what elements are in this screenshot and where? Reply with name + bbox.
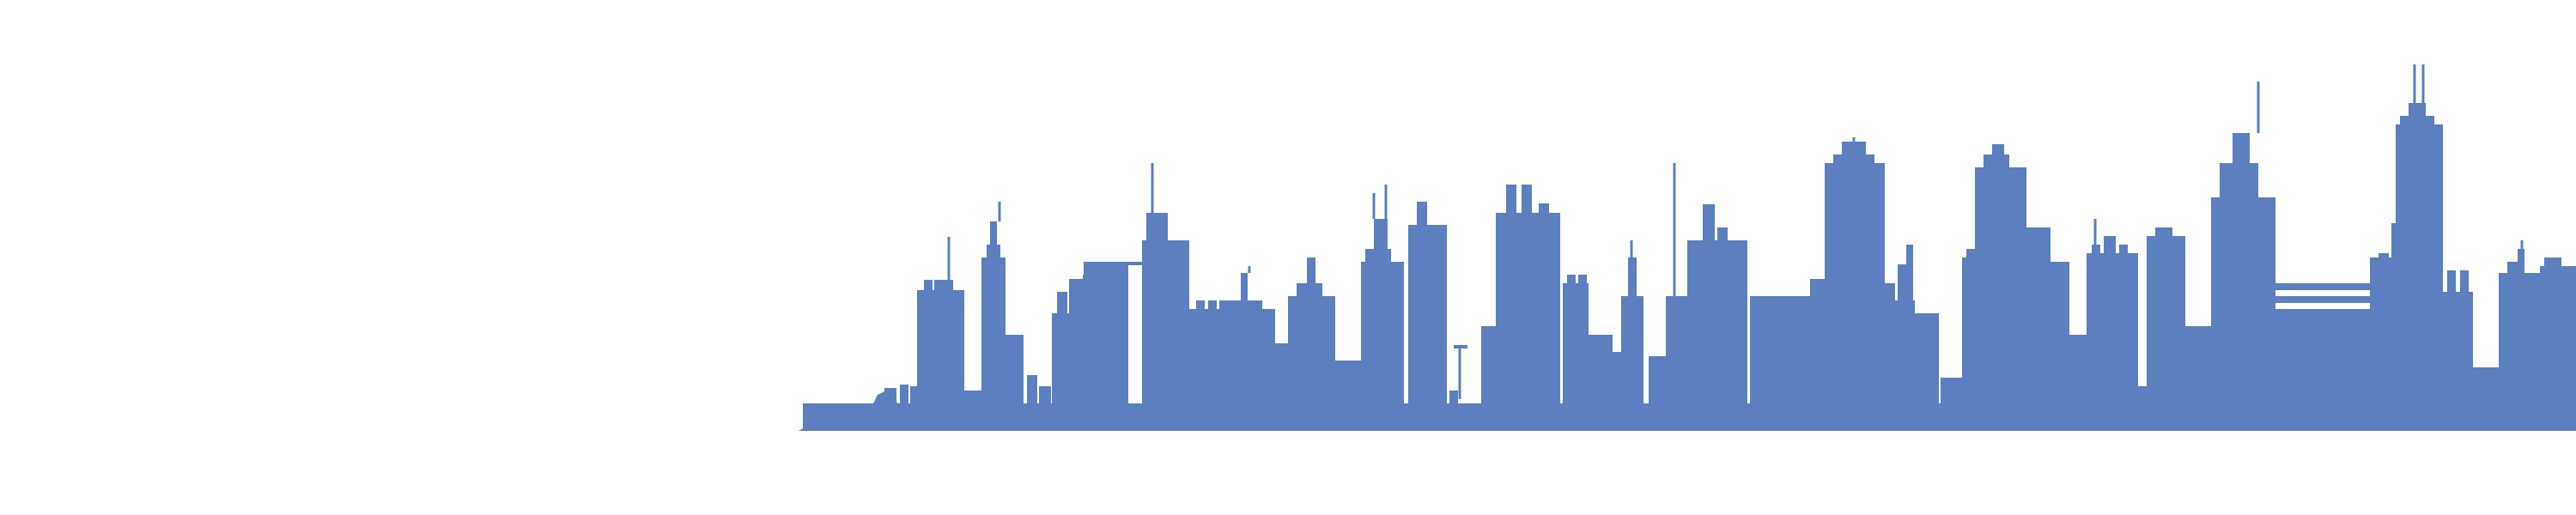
building-crown (1842, 142, 1866, 164)
low-building (1335, 360, 1361, 431)
low-building (964, 391, 981, 431)
mid-building (2443, 292, 2473, 431)
tower (1408, 225, 1447, 431)
building-crown (1717, 227, 1728, 241)
spire-tower (981, 258, 1005, 431)
building-crown (1522, 185, 1532, 214)
low-building (2185, 326, 2215, 431)
tall-tower (1142, 240, 1189, 431)
building-crown (1417, 202, 1427, 226)
skyline-shapes (799, 64, 2576, 431)
building-crown (990, 221, 997, 258)
building-crown (2233, 133, 2250, 198)
building-crown (2409, 103, 2426, 125)
building-crown (1567, 275, 1576, 284)
building-crown (2155, 227, 2172, 237)
lamp-head (1454, 345, 1467, 348)
low-building (2138, 386, 2148, 431)
low-building (1941, 378, 1965, 431)
building-crown (1898, 264, 1906, 301)
tall-tower (1825, 163, 1885, 431)
narrow-tower (1621, 296, 1643, 431)
building-crown (1241, 273, 1248, 301)
building-crown (1628, 258, 1637, 297)
low-building (1481, 326, 1498, 431)
building-crown (1906, 245, 1913, 301)
mid-building (1666, 296, 1688, 431)
building-crown (2460, 270, 2469, 293)
building-crown (2379, 253, 2389, 258)
building-crown (1966, 249, 1975, 258)
tower (2540, 266, 2576, 431)
mid-building (1189, 309, 1224, 431)
tower (2087, 253, 2138, 431)
tallest-tower (2396, 124, 2443, 431)
wide-building (2275, 309, 2370, 431)
tower (2147, 236, 2185, 431)
building-crown (2518, 249, 2524, 274)
mid-building (2048, 262, 2069, 431)
building-crown (2119, 245, 2128, 254)
building-crown (1539, 203, 1549, 214)
wide-tower (1496, 213, 1560, 431)
building-crown (1578, 275, 1587, 284)
tower (2499, 273, 2540, 431)
building-crown (2104, 236, 2116, 254)
spire-tower (1893, 300, 1915, 431)
building-crown (2092, 245, 2100, 254)
building-crown (1992, 144, 2004, 168)
tall-tower (2211, 197, 2275, 431)
building-crown (2544, 258, 2561, 267)
building-crown (1146, 213, 1168, 241)
lamp-head (1776, 369, 1789, 373)
building-crown (924, 280, 933, 291)
building-crown (1307, 258, 1315, 297)
low-building (1449, 391, 1458, 431)
building-crown (2447, 270, 2456, 293)
building-crown (1703, 204, 1715, 241)
tower (2025, 227, 2050, 431)
building-crown (945, 280, 953, 291)
building-crown (1208, 300, 1217, 310)
mid-building (1563, 283, 1589, 431)
building-crown (934, 280, 945, 291)
tower (1687, 240, 1747, 431)
low-building (1649, 356, 1666, 431)
low-building (1005, 335, 1024, 431)
mid-building (1882, 283, 1895, 431)
building-crown (1057, 292, 1067, 314)
building-crown (1374, 219, 1388, 263)
skybridge (2275, 296, 2370, 303)
low-building (1039, 386, 1051, 431)
low-building (2473, 367, 2503, 431)
mid-building (1288, 296, 1335, 431)
hill (799, 390, 897, 431)
mid-building (1913, 313, 1939, 431)
mid-building (1219, 300, 1262, 431)
low-building (1027, 375, 1037, 431)
building-crown (1196, 300, 1205, 310)
low-building (900, 385, 908, 431)
tower (917, 290, 964, 431)
tower (1084, 264, 1128, 431)
low-building (884, 388, 896, 431)
skybridge (2275, 283, 2370, 290)
tall-tower (1975, 167, 2026, 431)
low-building (1271, 343, 1290, 431)
building-crown (1506, 185, 1516, 214)
tower (1361, 262, 1404, 431)
low-building (910, 386, 917, 431)
skybridge (1750, 296, 1810, 300)
low-building (1589, 335, 1613, 431)
skybridge (1084, 262, 1144, 265)
building-crown (2507, 262, 2518, 274)
